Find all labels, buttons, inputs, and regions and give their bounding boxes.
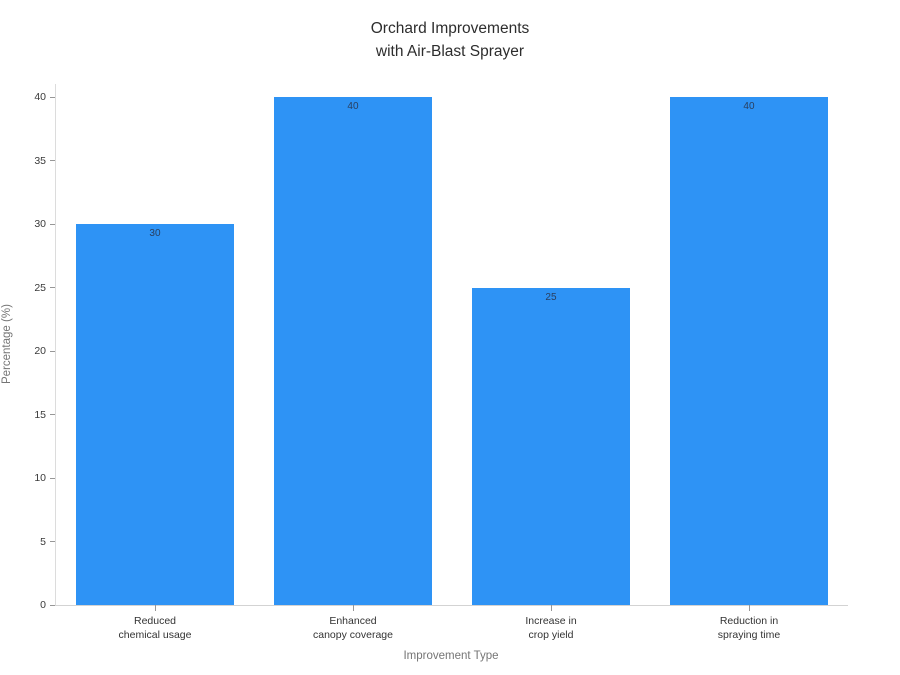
y-tick-mark (50, 350, 55, 352)
y-tick-label: 15 (34, 408, 46, 421)
bar: 25 (471, 287, 631, 605)
y-tick-mark (50, 160, 55, 162)
y-tick-label: 35 (34, 154, 46, 167)
x-tick-mark (551, 605, 552, 611)
y-tick-label: 25 (34, 281, 46, 294)
bar-value-label: 25 (545, 291, 557, 303)
chart-title: Orchard Improvements with Air-Blast Spra… (370, 20, 530, 60)
bar-value-label: 40 (347, 101, 359, 113)
y-tick-mark (50, 223, 55, 225)
x-tick-label: Increase in crop yield (525, 615, 577, 641)
bar-value-label: 30 (149, 228, 161, 240)
bar-value-label: 40 (743, 101, 755, 113)
y-tick-mark (50, 96, 55, 98)
y-tick-mark (50, 541, 55, 543)
x-axis-title: Improvement Type (403, 650, 499, 662)
y-tick-label: 40 (34, 91, 46, 104)
y-tick-label: 30 (34, 218, 46, 231)
x-tick-label: Reduced chemical usage (118, 615, 192, 641)
plot-area: 0 5 10 15 20 25 30 35 40 30 Reduced chemical usage… (34, 84, 848, 641)
bar: 30 (75, 224, 235, 605)
y-tick-mark (50, 414, 55, 416)
y-tick-label: 0 (40, 599, 46, 611)
y-tick-label: 20 (34, 345, 46, 358)
bar: 40 (669, 97, 829, 605)
y-tick-mark (50, 604, 55, 606)
bar: 40 (273, 97, 433, 605)
y-tick-mark (50, 477, 55, 479)
y-tick-mark (50, 287, 55, 289)
x-tick-mark (155, 605, 156, 611)
x-tick-label: Reduction in spraying time (717, 615, 781, 641)
x-tick-mark (749, 605, 750, 611)
y-tick-label: 5 (40, 535, 46, 548)
y-tick-label: 10 (34, 472, 46, 485)
x-tick-label: Enhanced canopy coverage (313, 615, 393, 641)
x-tick-mark (353, 605, 354, 611)
